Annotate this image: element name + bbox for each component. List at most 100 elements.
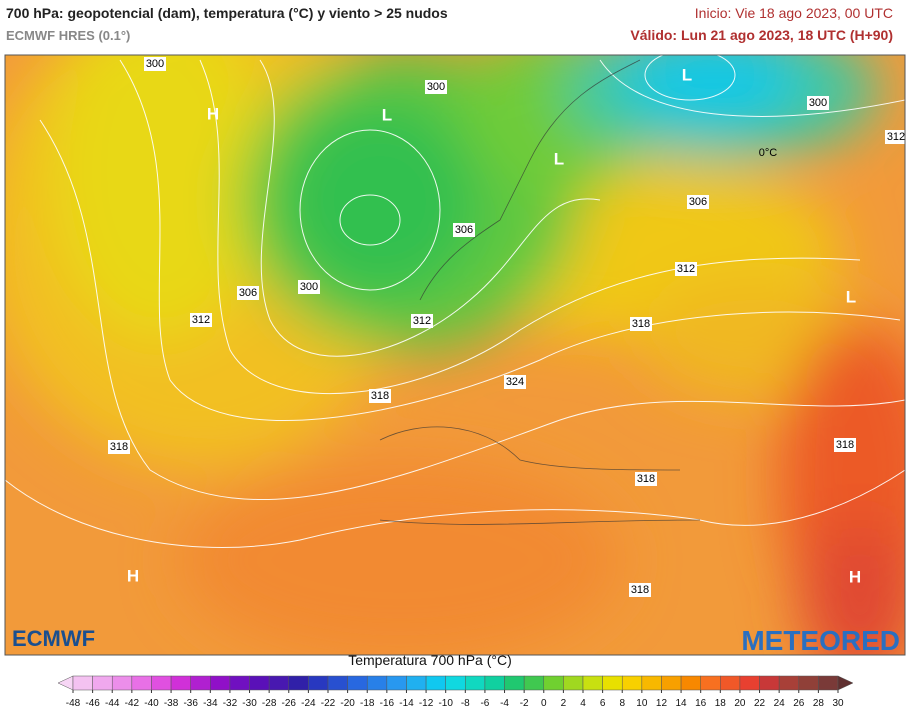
pressure-center: L xyxy=(846,287,856,306)
colorbar-segment xyxy=(582,675,603,691)
ecmwf-logo: ECMWF xyxy=(12,626,95,651)
colorbar-segment xyxy=(347,675,368,691)
colorbar-segment xyxy=(210,675,231,691)
colorbar-tick-label: -12 xyxy=(419,698,434,709)
contour-label-bg xyxy=(629,583,651,597)
title: 700 hPa: geopotencial (dam), temperatura… xyxy=(6,5,448,21)
colorbar-tick-label: 14 xyxy=(676,698,688,709)
colorbar-segment xyxy=(72,675,93,691)
colorbar-end xyxy=(837,675,854,691)
contour-label: 312 xyxy=(677,263,695,275)
colorbar-segment xyxy=(818,675,839,691)
colorbar-segment xyxy=(720,675,741,691)
contour-label: 318 xyxy=(836,439,854,451)
pressure-center: H xyxy=(849,567,861,586)
contour-label-bg xyxy=(425,80,447,94)
colorbar-segment xyxy=(778,675,800,691)
contour-label: 312 xyxy=(192,314,210,326)
colorbar-tick-label: 20 xyxy=(734,698,746,709)
colorbar: -48 -46 -44 -42 -40 -38 -36 -34 -32 -30 -28 -26 -24-… xyxy=(57,675,854,709)
colorbar-tick-label: -26 xyxy=(282,698,297,709)
contour-label: 300 xyxy=(809,97,827,109)
colorbar-tick-label: -22 xyxy=(321,698,336,709)
colorbar-tick-label: 28 xyxy=(813,698,825,709)
colorbar-segment xyxy=(759,675,780,691)
colorbar-segment xyxy=(700,675,721,691)
colorbar-segment xyxy=(386,675,407,691)
contour-label: 324 xyxy=(506,376,524,388)
colorbar-segment xyxy=(229,675,250,691)
contour-label-bg xyxy=(885,130,905,144)
colorbar-tick-label: -8 xyxy=(461,698,470,709)
contour-label: 300 xyxy=(146,58,164,70)
colorbar-tick-label: 4 xyxy=(580,698,586,709)
isotherm-label: 0°C xyxy=(759,147,778,159)
init-time: Inicio: Vie 18 ago 2023, 00 UTC xyxy=(695,5,893,21)
colorbar-segment xyxy=(504,675,525,691)
colorbar-segment xyxy=(798,675,819,691)
colorbar-tick-label: 30 xyxy=(832,698,844,709)
colorbar-tick-label: -24 xyxy=(301,698,316,709)
colorbar-segment xyxy=(523,675,545,691)
colorbar-tick-label: -44 xyxy=(105,698,120,709)
colorbar-segment xyxy=(268,675,290,691)
contour-label: 312 xyxy=(887,131,905,143)
contour-label: 318 xyxy=(632,318,650,330)
colorbar-tick-label: -34 xyxy=(203,698,218,709)
colorbar-segment xyxy=(190,675,211,691)
colorbar-segment xyxy=(92,675,113,691)
colorbar-segment xyxy=(111,675,133,691)
colorbar-segment xyxy=(465,675,486,691)
colorbar-tick-label: -42 xyxy=(125,698,140,709)
contour-label-bg xyxy=(453,223,475,237)
colorbar-tick-label: -16 xyxy=(380,698,395,709)
map: 300 300 300 312 H L L L 0°C 306 306 306 300 312 312 312… xyxy=(5,55,905,655)
colorbar-segment xyxy=(366,675,388,691)
colorbar-segment xyxy=(739,675,760,691)
pressure-center: L xyxy=(682,65,692,84)
colorbar-segment xyxy=(680,675,701,691)
contour-label: 306 xyxy=(689,196,707,208)
colorbar-segment xyxy=(445,675,466,691)
contour-label: 318 xyxy=(631,584,649,596)
contour-label-bg xyxy=(687,195,709,209)
colorbar-tick-label: -30 xyxy=(242,698,257,709)
contour-label-bg xyxy=(504,375,526,389)
colorbar-tick-label: -32 xyxy=(223,698,238,709)
pressure-center: L xyxy=(382,105,392,124)
contour-label: 300 xyxy=(427,81,445,93)
colorbar-end xyxy=(57,675,74,691)
colorbar-tick-label: 12 xyxy=(656,698,668,709)
colorbar-tick-label: -48 xyxy=(66,698,81,709)
colorbar-tick-label: 2 xyxy=(561,698,567,709)
colorbar-tick-label: -28 xyxy=(262,698,277,709)
colorbar-tick-label: 8 xyxy=(619,698,625,709)
contour-label-bg xyxy=(630,317,652,331)
contour-label: 318 xyxy=(371,390,389,402)
colorbar-tick-label: 16 xyxy=(695,698,707,709)
contour-label-bg xyxy=(108,440,130,454)
colorbar-tick-label: -6 xyxy=(480,698,489,709)
colorbar-tick-label: 18 xyxy=(715,698,727,709)
colorbar-tick-label: -38 xyxy=(164,698,179,709)
contour-label-bg xyxy=(190,313,212,327)
colorbar-tick-label: -18 xyxy=(360,698,375,709)
colorbar-segment xyxy=(543,675,564,691)
contour-label-bg xyxy=(834,438,856,452)
pressure-center: H xyxy=(127,566,139,585)
colorbar-segment xyxy=(602,675,623,691)
contour-label: 318 xyxy=(110,441,128,453)
contour-label-bg xyxy=(237,286,259,300)
contour-label-bg xyxy=(298,280,320,294)
contour-label-bg xyxy=(635,472,657,486)
pressure-center: H xyxy=(207,104,219,123)
colorbar-tick-label: -4 xyxy=(500,698,509,709)
colorbar-tick-label: 0 xyxy=(541,698,547,709)
colorbar-tick-label: 22 xyxy=(754,698,766,709)
colorbar-segment xyxy=(151,675,172,691)
colorbar-segment xyxy=(308,675,329,691)
colorbar-segment xyxy=(621,675,643,691)
contour-label-bg xyxy=(675,262,697,276)
colorbar-tick-label: 24 xyxy=(774,698,786,709)
contour-label: 312 xyxy=(413,315,431,327)
